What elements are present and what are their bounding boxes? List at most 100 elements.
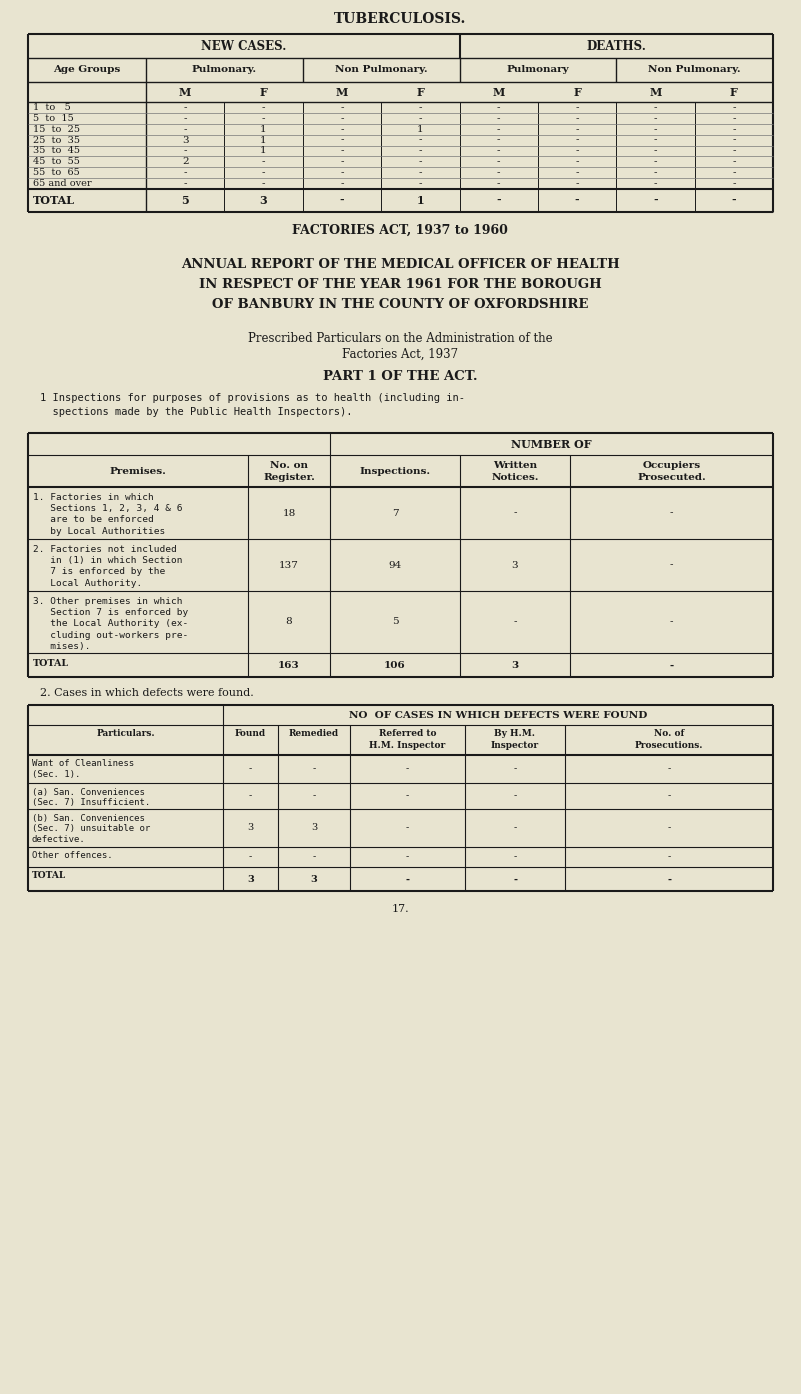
Text: -: - [732,178,735,188]
Text: 7: 7 [392,509,398,517]
Text: -: - [249,792,252,800]
Text: 1  to   5: 1 to 5 [33,103,70,112]
Text: -: - [249,764,252,774]
Text: -: - [575,103,579,112]
Text: 94: 94 [388,560,401,570]
Text: -: - [575,178,579,188]
Text: -: - [340,169,344,177]
Text: are to be enforced: are to be enforced [33,516,154,524]
Text: -: - [732,103,735,112]
Text: -: - [497,146,501,156]
Text: -: - [497,169,501,177]
Text: -: - [340,124,344,134]
Text: -: - [183,169,187,177]
Text: M: M [493,86,505,98]
Text: -: - [262,114,265,123]
Text: 2: 2 [182,158,188,166]
Text: F: F [260,86,268,98]
Text: 25  to  35: 25 to 35 [33,135,80,145]
Text: 1: 1 [260,135,267,145]
Text: -: - [419,135,422,145]
Text: Premises.: Premises. [110,467,167,475]
Text: -: - [262,103,265,112]
Text: 106: 106 [384,661,406,669]
Text: -: - [732,114,735,123]
Text: -: - [654,103,657,112]
Text: TUBERCULOSIS.: TUBERCULOSIS. [334,13,466,26]
Text: -: - [249,853,252,861]
Text: No. on: No. on [270,460,308,470]
Text: -: - [513,509,517,517]
Text: M: M [179,86,191,98]
Text: Prosecuted.: Prosecuted. [637,474,706,482]
Text: 15  to  25: 15 to 25 [33,124,80,134]
Text: Non Pulmonary.: Non Pulmonary. [335,66,428,74]
Text: -: - [732,158,735,166]
Text: -: - [667,874,671,884]
Text: Prosecutions.: Prosecutions. [634,742,703,750]
Text: -: - [183,114,187,123]
Text: 1: 1 [260,146,267,156]
Text: M: M [336,86,348,98]
Text: -: - [340,146,344,156]
Text: -: - [575,195,579,206]
Text: F: F [730,86,738,98]
Text: -: - [340,135,344,145]
Text: -: - [575,124,579,134]
Text: -: - [262,169,265,177]
Text: -: - [654,178,657,188]
Text: 5: 5 [181,195,189,206]
Text: -: - [419,158,422,166]
Text: 55  to  65: 55 to 65 [33,169,80,177]
Text: 3: 3 [511,661,518,669]
Text: 8: 8 [286,618,292,626]
Text: (a) San. Conveniences: (a) San. Conveniences [32,788,145,796]
Text: -: - [513,853,517,861]
Text: By H.M.: By H.M. [494,729,536,737]
Text: OF BANBURY IN THE COUNTY OF OXFORDSHIRE: OF BANBURY IN THE COUNTY OF OXFORDSHIRE [211,297,588,311]
Text: NEW CASES.: NEW CASES. [201,39,287,53]
Text: -: - [670,560,674,570]
Text: 1. Factories in which: 1. Factories in which [33,492,154,502]
Text: IN RESPECT OF THE YEAR 1961 FOR THE BOROUGH: IN RESPECT OF THE YEAR 1961 FOR THE BORO… [199,277,602,290]
Text: -: - [667,764,670,774]
Text: -: - [575,169,579,177]
Text: Sections 1, 2, 3, 4 & 6: Sections 1, 2, 3, 4 & 6 [33,505,183,513]
Text: (Sec. 7) unsuitable or: (Sec. 7) unsuitable or [32,824,151,834]
Text: 65 and over: 65 and over [33,178,91,188]
Text: NO  OF CASES IN WHICH DEFECTS WERE FOUND: NO OF CASES IN WHICH DEFECTS WERE FOUND [348,711,647,719]
Text: 2. Factories not included: 2. Factories not included [33,545,177,553]
Text: 5  to  15: 5 to 15 [33,114,74,123]
Text: 3: 3 [311,874,317,884]
Text: cluding out-workers pre-: cluding out-workers pre- [33,631,188,640]
Text: -: - [183,178,187,188]
Text: -: - [262,158,265,166]
Text: -: - [575,146,579,156]
Text: -: - [183,103,187,112]
Text: M: M [650,86,662,98]
Text: Non Pulmonary.: Non Pulmonary. [648,66,741,74]
Text: -: - [575,114,579,123]
Text: 3: 3 [248,874,254,884]
Text: TOTAL: TOTAL [32,871,66,881]
Text: -: - [667,853,670,861]
Text: -: - [497,124,501,134]
Text: -: - [419,103,422,112]
Text: -: - [312,792,316,800]
Text: -: - [497,158,501,166]
Text: 1: 1 [260,124,267,134]
Text: -: - [513,618,517,626]
Text: -: - [654,124,657,134]
Text: Inspections.: Inspections. [360,467,431,475]
Text: Occupiers: Occupiers [642,460,701,470]
Text: -: - [340,178,344,188]
Text: -: - [312,853,316,861]
Text: Other offences.: Other offences. [32,852,113,860]
Text: 3: 3 [248,824,254,832]
Text: -: - [670,509,674,517]
Text: Found: Found [235,729,266,737]
Text: -: - [340,195,344,206]
Text: 3: 3 [311,824,317,832]
Text: NUMBER OF: NUMBER OF [511,439,592,449]
Text: -: - [513,764,517,774]
